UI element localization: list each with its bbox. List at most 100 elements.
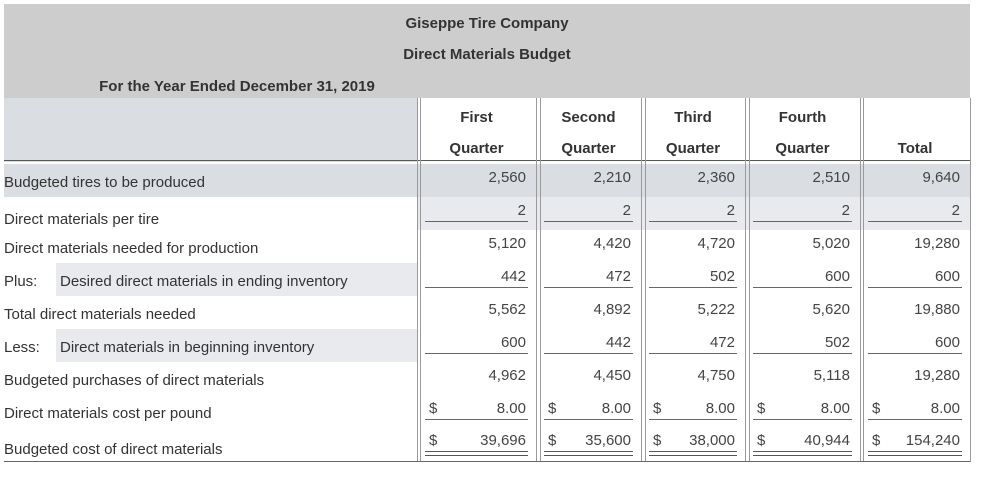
column-header-line2: Quarter	[665, 140, 721, 157]
table-cell: 39,696	[480, 432, 526, 449]
table-cell: 2,560	[488, 169, 526, 186]
table-cell: 2	[726, 202, 735, 219]
table-cell: 5,118	[813, 367, 850, 384]
table-cell: 2	[951, 202, 960, 219]
table-cell: 40,944	[804, 432, 850, 449]
column-divider	[417, 98, 418, 462]
table-cell: 502	[709, 268, 735, 285]
report-period: For the Year Ended December 31, 2019	[99, 78, 375, 95]
dollar-sign: $	[548, 400, 557, 417]
row-prefix: Less:	[4, 339, 40, 356]
subtotal-rule	[544, 221, 633, 222]
dollar-sign: $	[429, 432, 438, 449]
dollar-sign: $	[872, 400, 881, 417]
subtotal-rule	[425, 287, 528, 288]
table-cell: 19,280	[914, 235, 960, 252]
row-label: Direct materials cost per pound	[4, 405, 212, 422]
table-cell: 600	[500, 334, 526, 351]
column-divider	[641, 98, 642, 462]
label-shade	[56, 263, 417, 296]
subtotal-rule	[649, 221, 737, 222]
column-divider	[420, 98, 421, 462]
company-name: Giseppe Tire Company	[405, 15, 569, 32]
column-header-line2: Total	[897, 140, 933, 157]
table-cell: 8.00	[496, 400, 526, 417]
row-label: Direct materials per tire	[4, 211, 160, 228]
table-cell: 502	[824, 334, 850, 351]
subtotal-rule	[544, 419, 633, 420]
row-prefix: Plus:	[4, 273, 38, 290]
table-cell: 4,720	[697, 235, 735, 252]
column-divider	[540, 98, 541, 462]
table-cell: 38,000	[689, 432, 735, 449]
label-shade	[56, 329, 417, 362]
table-cell: 2	[517, 202, 526, 219]
total-rule	[544, 451, 633, 456]
column-header-line1: Second	[561, 109, 616, 126]
subtotal-rule	[425, 353, 528, 354]
table-cell: 5,562	[488, 301, 526, 318]
column-divider	[970, 98, 971, 462]
value-shade	[417, 164, 970, 197]
table-cell: 2,210	[593, 169, 631, 186]
subtotal-rule	[544, 287, 633, 288]
table-cell: 600	[934, 268, 960, 285]
table-cell: 2	[841, 202, 850, 219]
table-cell: 442	[605, 334, 631, 351]
table-bottom-border	[4, 461, 970, 462]
table-cell: 4,450	[593, 367, 631, 384]
dollar-sign: $	[757, 432, 766, 449]
label-shade	[4, 164, 417, 197]
table-cell: 35,600	[585, 432, 631, 449]
subtotal-rule	[868, 287, 962, 288]
table-cell: 2	[622, 202, 631, 219]
subtotal-rule	[425, 419, 528, 420]
column-header-line1: Third	[674, 109, 712, 126]
row-label: Budgeted cost of direct materials	[4, 441, 223, 458]
table-cell: 19,880	[914, 301, 960, 318]
table-cell: 5,620	[812, 301, 850, 318]
table-cell: 4,420	[593, 235, 631, 252]
column-divider	[749, 98, 750, 462]
table-cell: 8.00	[930, 400, 960, 417]
table-cell: 4,892	[593, 301, 631, 318]
total-rule	[868, 451, 962, 456]
report-header: Giseppe Tire Company Direct Materials Bu…	[4, 4, 970, 98]
column-divider	[645, 98, 646, 462]
column-divider	[536, 98, 537, 462]
table-cell: 4,962	[488, 367, 526, 384]
subtotal-rule	[649, 419, 737, 420]
row-label: Budgeted tires to be produced	[4, 174, 205, 191]
column-header-line2: Quarter	[775, 140, 830, 157]
dollar-sign: $	[429, 400, 438, 417]
column-divider	[860, 98, 861, 462]
row-label: Total direct materials needed	[4, 306, 196, 323]
table-cell: 8.00	[601, 400, 631, 417]
table-cell: 4,750	[697, 367, 735, 384]
total-rule	[753, 451, 852, 456]
table-cell: 154,240	[905, 432, 960, 449]
table-cell: 9,640	[922, 169, 960, 186]
table-cell: 5,020	[812, 235, 850, 252]
dollar-sign: $	[653, 400, 662, 417]
row-label: Direct materials in beginning inventory	[60, 339, 315, 356]
subtotal-rule	[868, 419, 962, 420]
column-divider	[863, 98, 864, 462]
row-label: Desired direct materials in ending inven…	[60, 273, 348, 290]
column-header-line2: Quarter	[449, 140, 504, 157]
subtotal-rule	[649, 353, 737, 354]
table-cell: 5,120	[488, 235, 526, 252]
table-cell: 2,360	[697, 169, 735, 186]
dollar-sign: $	[548, 432, 557, 449]
column-header-spacer	[4, 98, 417, 162]
column-header-line1: First	[460, 109, 493, 126]
table-cell: 2,510	[812, 169, 850, 186]
table-cell: 19,280	[914, 367, 960, 384]
total-rule	[425, 451, 528, 456]
column-header-line1: Fourth	[778, 109, 827, 126]
subtotal-rule	[544, 353, 633, 354]
subtotal-rule	[868, 221, 962, 222]
subtotal-rule	[753, 221, 852, 222]
table-cell: 442	[500, 268, 526, 285]
row-label: Budgeted purchases of direct materials	[4, 372, 265, 389]
